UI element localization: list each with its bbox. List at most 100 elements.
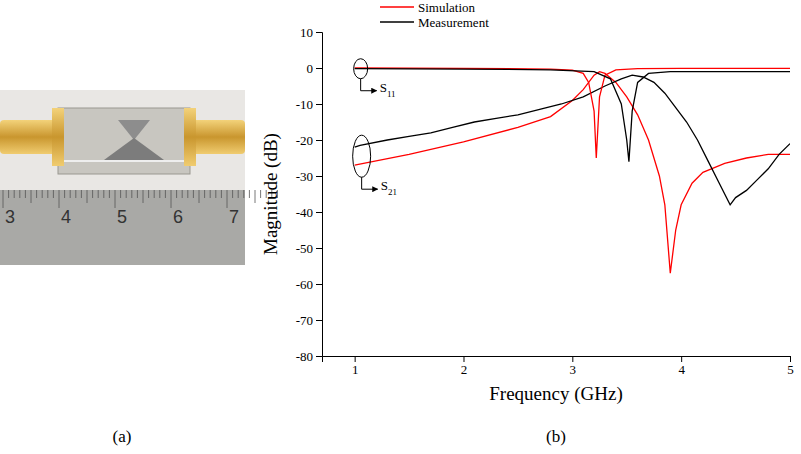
y-tick-label: -40 (296, 205, 313, 220)
y-tick-label: -30 (296, 169, 313, 184)
ruler-tick (19, 190, 20, 198)
annotation-label: S21 (381, 178, 397, 197)
ruler-tick (92, 190, 93, 198)
x-tick-mark (463, 356, 464, 362)
y-tick-mark (316, 68, 322, 69)
y-tick-mark (316, 176, 322, 177)
ruler-tick (120, 190, 121, 198)
photo: 34567 (0, 90, 277, 265)
annotation-label: S11 (380, 80, 396, 99)
y-tick-mark (316, 320, 322, 321)
ruler-tick (193, 190, 194, 198)
ruler-tick (249, 190, 250, 198)
x-tick: 4 (678, 356, 685, 377)
ruler-tick (98, 190, 99, 198)
series-line (355, 75, 790, 205)
ruler-tick (53, 190, 54, 198)
y-tick-mark (316, 32, 322, 33)
x-tick-label: 4 (678, 362, 685, 377)
ruler-tick (36, 190, 37, 198)
ruler-tick (165, 190, 166, 198)
series-line (355, 69, 790, 162)
y-tick-label: -10 (296, 97, 313, 112)
ruler-tick (70, 190, 71, 198)
y-tick-mark (316, 140, 322, 141)
annotation: S21 (353, 135, 397, 197)
resonator (118, 120, 150, 140)
y-tick: -20 (296, 133, 322, 148)
ruler-tick (115, 190, 116, 208)
ruler (0, 190, 245, 265)
y-tick-label: -60 (296, 277, 313, 292)
ruler-tick (42, 190, 43, 198)
y-tick: -30 (296, 169, 322, 184)
ruler-tick (255, 190, 256, 203)
ruler-tick (199, 190, 200, 203)
y-tick: -80 (296, 349, 322, 364)
y-tick: 0 (307, 61, 323, 76)
ruler-tick (143, 190, 144, 203)
feed-line (62, 160, 186, 162)
ruler-tick (243, 190, 244, 198)
y-tick-label: -70 (296, 313, 313, 328)
x-tick-label: 3 (570, 362, 577, 377)
ruler-label: 7 (229, 207, 239, 227)
ruler-tick (176, 190, 177, 198)
ruler-tick (215, 190, 216, 198)
panel-label: (b) (546, 427, 566, 446)
photo-background (0, 90, 245, 265)
ruler-tick (137, 190, 138, 198)
ruler-tick (14, 190, 15, 198)
x-tick: 2 (461, 356, 468, 377)
y-tick: 10 (300, 25, 322, 40)
series-line (355, 68, 790, 158)
annotation-ellipse (353, 135, 371, 177)
y-tick: -10 (296, 97, 322, 112)
figure: 3456712345100-10-20-30-40-50-60-70-80Fre… (0, 0, 801, 454)
y-tick: -40 (296, 205, 322, 220)
legend-swatch (380, 21, 414, 22)
y-axis-title: Magnitude (dB) (260, 133, 282, 255)
y-tick-mark (316, 104, 322, 105)
x-axis: 12345 (323, 356, 794, 377)
x-axis-line (323, 357, 791, 363)
y-tick-label: 10 (300, 25, 313, 40)
ruler-label: 3 (5, 207, 15, 227)
legend: SimulationMeasurement (380, 0, 489, 30)
x-tick-mark (355, 356, 356, 362)
ruler-tick (210, 190, 211, 198)
ruler-tick (3, 190, 4, 208)
y-tick-label: -50 (296, 241, 313, 256)
ruler-tick (126, 190, 127, 198)
ruler-label: 4 (61, 207, 71, 227)
ruler-tick (148, 190, 149, 198)
ruler-tick (154, 190, 155, 198)
y-tick: -50 (296, 241, 322, 256)
ruler-tick (171, 190, 172, 208)
ruler-tick (109, 190, 110, 198)
ruler-ticks (3, 190, 277, 208)
y-tick: -70 (296, 313, 322, 328)
ruler-tick (159, 190, 160, 198)
y-tick-label: -20 (296, 133, 313, 148)
x-tick-mark (572, 356, 573, 362)
ruler-tick (221, 190, 222, 198)
board (58, 108, 190, 174)
ruler-tick (182, 190, 183, 198)
x-tick-mark (790, 356, 791, 362)
legend-swatch (380, 6, 414, 7)
y-tick-mark (316, 248, 322, 249)
ruler-tick (75, 190, 76, 198)
connector-flange (52, 108, 64, 166)
ruler-label: 6 (173, 207, 183, 227)
y-axis-line (316, 33, 323, 357)
x-tick: 5 (787, 356, 794, 377)
plot-area (355, 68, 790, 273)
ruler-tick (204, 190, 205, 198)
y-tick-label: -80 (296, 349, 313, 364)
annotation-arrow (362, 177, 378, 189)
y-tick: -60 (296, 277, 322, 292)
panel-label: (a) (113, 427, 132, 446)
legend-label: Simulation (418, 0, 476, 15)
ruler-tick (31, 190, 32, 203)
